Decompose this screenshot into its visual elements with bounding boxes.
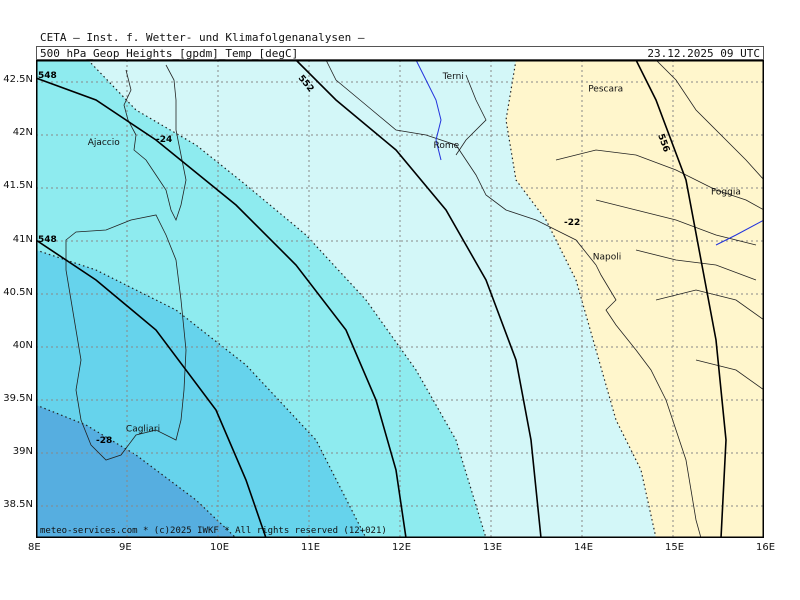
isotherms [36,60,657,538]
lon-tick-label: 9E [119,542,132,553]
temp-band-cold [36,405,236,538]
rivers [415,60,764,246]
temp-band-warm [506,60,764,538]
isotherm-label-minus22: -22 [564,218,580,228]
map-canvas[interactable]: 552 556 548 548 -24 -22 -28 TerniPescara… [36,60,764,538]
city-label: Pescara [588,85,623,95]
city-labels: Terni Pescara Ajaccio Rome Foggia Napoli Cagli… [88,72,741,435]
city-label: Rome [434,141,460,151]
lon-tick-label: 15E [665,542,685,553]
city-label: Terni [442,72,464,82]
contour-label-548-south: 548 [38,235,57,245]
city-label: Cagliari [126,425,160,435]
lat-tick-label: 40.5N [3,286,33,298]
city-label: Foggia [711,188,741,198]
contour-label-548-north: 548 [38,71,57,81]
lat-tick-label: 39.5N [3,392,33,404]
lat-tick-label: 41N [12,233,33,245]
lon-tick-label: 16E [756,542,776,553]
city-label: Ajaccio [88,138,121,148]
lon-tick-label: 12E [392,542,412,553]
geopotential-contours [36,60,727,538]
city-label: Napoli [593,253,621,263]
header-source: CETA — Inst. f. Wetter- und Klimafolgena… [40,31,365,44]
isotherm-label-minus24: -24 [156,135,172,145]
lat-tick-label: 38.5N [3,499,33,511]
lat-tick-label: 39N [12,446,33,458]
lat-tick-label: 42N [12,127,33,139]
isotherm-label-minus28: -28 [96,436,112,446]
header-datetime: 23.12.2025 09 UTC [647,47,760,60]
header-product: 500_hPa_Geop_Heights_[gpdm]_Temp_[degC] [40,47,299,60]
lat-tick-label: 41.5N [3,180,33,192]
lat-tick-label: 40N [12,339,33,351]
lat-tick-label: 42.5N [3,74,33,86]
graticule [36,60,764,538]
lon-tick-label: 8E [28,542,41,553]
lon-tick-label: 14E [574,542,594,553]
map-frame [36,60,764,538]
lon-tick-label: 13E [483,542,503,553]
lon-tick-label: 10E [210,542,230,553]
credit-line: meteo-services.com * (c)2025 IWKF * All … [40,526,387,536]
lon-tick-label: 11E [301,542,321,553]
map-panel[interactable]: 552 556 548 548 -24 -22 -28 Terni Pescara… [36,60,764,538]
